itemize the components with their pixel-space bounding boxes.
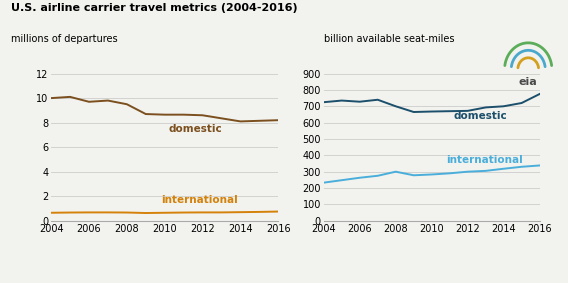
Text: international: international xyxy=(161,195,237,205)
Text: domestic: domestic xyxy=(169,125,222,134)
Text: eia: eia xyxy=(519,77,538,87)
Text: domestic: domestic xyxy=(453,112,507,121)
Text: millions of departures: millions of departures xyxy=(11,34,118,44)
Text: U.S. airline carrier travel metrics (2004-2016): U.S. airline carrier travel metrics (200… xyxy=(11,3,298,13)
Text: billion available seat-miles: billion available seat-miles xyxy=(324,34,454,44)
Text: international: international xyxy=(446,155,523,165)
